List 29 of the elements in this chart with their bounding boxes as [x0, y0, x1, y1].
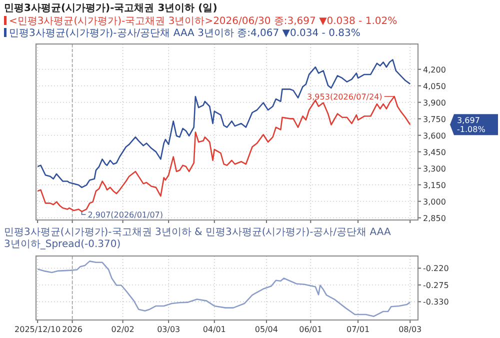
y-tick-label: 3,600: [423, 131, 446, 140]
y-tick-label: -0.220: [423, 264, 449, 274]
x-tick-label: 08/03: [398, 325, 422, 334]
annotation: 3,953(2026/07/24): [307, 92, 382, 102]
y-tick-label: -0.330: [423, 298, 449, 307]
y-tick-label: 3,000: [423, 197, 446, 206]
text: 3,697 -1.08%: [457, 116, 486, 134]
x-tick-label: 2026: [62, 325, 82, 334]
y-tick-label: 4,050: [423, 82, 446, 91]
y-tick-label: 3,750: [423, 114, 446, 124]
y-tick-label: -0.275: [423, 280, 449, 290]
x-tick-label: 02/02: [111, 325, 134, 334]
y-tick-label: 2,850: [423, 214, 446, 223]
x-tick-label: 03/03: [157, 325, 180, 334]
y-tick-label: 3,150: [423, 180, 446, 190]
y-tick-label: 3,450: [423, 148, 446, 157]
x-tick-label: 06/01: [299, 325, 322, 334]
x-tick-label: 2025/12/10: [14, 325, 61, 334]
x-tick-label: 07/01: [346, 325, 370, 334]
chart-title: 민평3사평균(시가평가)-국고채권 3년이하 (일): [4, 3, 218, 14]
chart-title: 민평3사평균(시가평가)-국고채권 3년이하 & 민평3사평균(시가평가)-공사/공단채 AAA 3년이하_Spread(-0.370): [4, 227, 392, 250]
legend-label: 민평3사평균(시가평가)-공사/공단채 AAA 3년이하 종:4,067 ▼0.034 - 0.83%: [9, 28, 360, 39]
annotation: 2,907(2026/01/07): [88, 210, 164, 220]
y-tick-label: 3,900: [423, 98, 446, 108]
y-tick-label: 3,300: [423, 164, 446, 174]
x-tick-label: 04/01: [202, 325, 226, 334]
y-tick-label: 4,200: [423, 65, 446, 74]
legend-label: <민평3사평균(시가평가)-국고채권 3년이하>2026/06/30 종:3,697 ▼0.038 - 1.02%: [9, 16, 398, 27]
x-tick-label: 05/04: [254, 325, 278, 334]
